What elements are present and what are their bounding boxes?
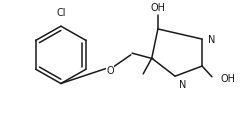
Text: Cl: Cl [56,8,66,17]
Text: N: N [208,35,216,45]
Text: OH: OH [221,74,236,84]
Text: O: O [106,65,114,75]
Text: N: N [179,80,186,90]
Text: OH: OH [150,3,165,13]
